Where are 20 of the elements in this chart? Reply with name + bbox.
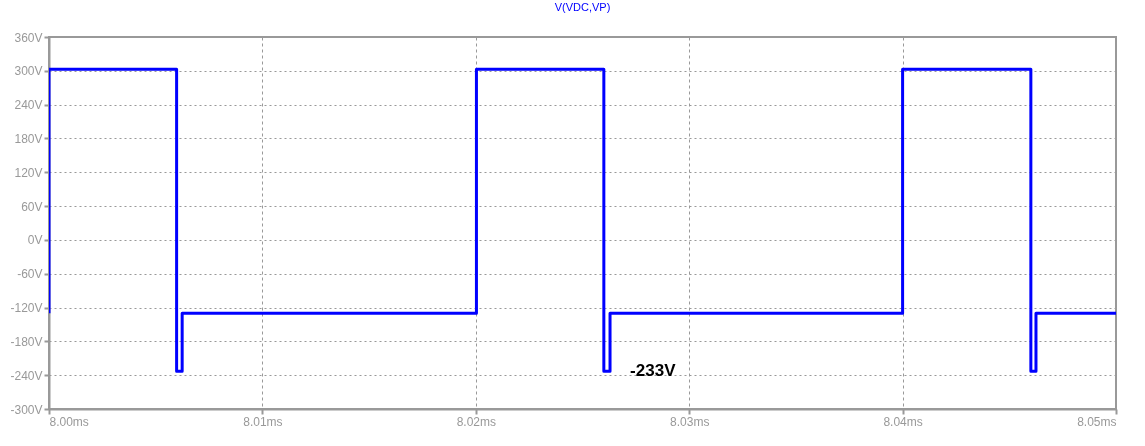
y-tick-label: 0V xyxy=(27,233,43,248)
x-tick-label: 8.05ms xyxy=(1077,414,1117,429)
y-tick-label: 360V xyxy=(14,30,43,45)
y-tick-label: 120V xyxy=(14,165,43,180)
x-tick-label: 8.03ms xyxy=(670,414,710,429)
y-tick-label: -300V xyxy=(10,402,43,417)
x-tick-label: 8.04ms xyxy=(883,414,923,429)
y-tick-label: -180V xyxy=(10,334,43,349)
y-tick-label: 300V xyxy=(14,64,43,79)
x-tick-label: 8.02ms xyxy=(456,414,496,429)
x-tick-label: 8.01ms xyxy=(243,414,283,429)
y-tick-label: -120V xyxy=(10,301,43,316)
x-tick-label: 8.00ms xyxy=(49,414,89,429)
y-tick-label: -60V xyxy=(17,267,43,282)
annotation: -233V xyxy=(630,361,677,381)
y-tick-label: -240V xyxy=(10,368,43,383)
y-tick-label: 60V xyxy=(21,199,43,214)
chart-title: V(VDC,VP) xyxy=(554,1,611,13)
y-tick-label: 240V xyxy=(14,98,43,113)
y-tick-label: 180V xyxy=(14,131,43,146)
